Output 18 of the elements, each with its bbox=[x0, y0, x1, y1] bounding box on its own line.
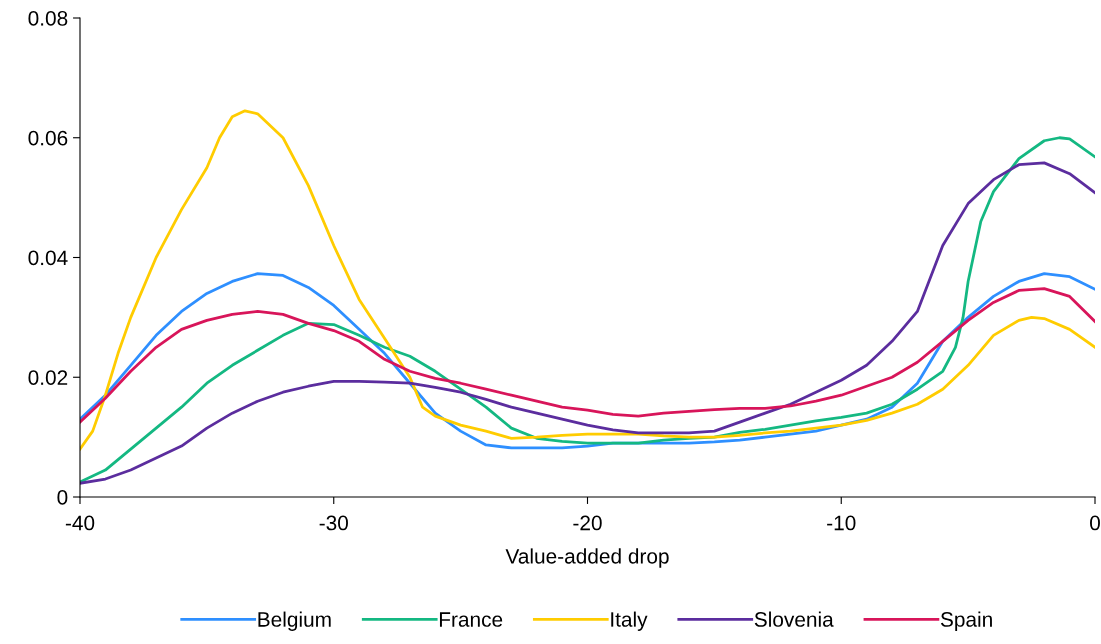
x-tick-label: -40 bbox=[65, 515, 95, 531]
x-axis-title: Value-added drop bbox=[505, 548, 669, 568]
line-series bbox=[80, 287, 1095, 424]
legend-label: France bbox=[439, 612, 503, 627]
legend-label: Belgium bbox=[258, 611, 331, 631]
y-tick-label: 0.04 bbox=[28, 250, 68, 266]
legend-label: Italy bbox=[611, 611, 648, 631]
legend-label: Spain bbox=[940, 611, 992, 631]
y-tick-label: 0.06 bbox=[28, 130, 68, 146]
x-tick-label: -10 bbox=[827, 515, 856, 531]
x-tick-label: 0 bbox=[1090, 515, 1100, 531]
x-tick-label: -20 bbox=[573, 515, 602, 531]
y-tick-label: 0 bbox=[57, 490, 68, 505]
line-series bbox=[80, 109, 1095, 451]
x-tick-label: -30 bbox=[319, 515, 348, 531]
y-tick-label: 0.08 bbox=[28, 11, 68, 26]
legend-label: Slovenia bbox=[754, 611, 834, 627]
y-tick-label: 0.02 bbox=[28, 370, 68, 385]
